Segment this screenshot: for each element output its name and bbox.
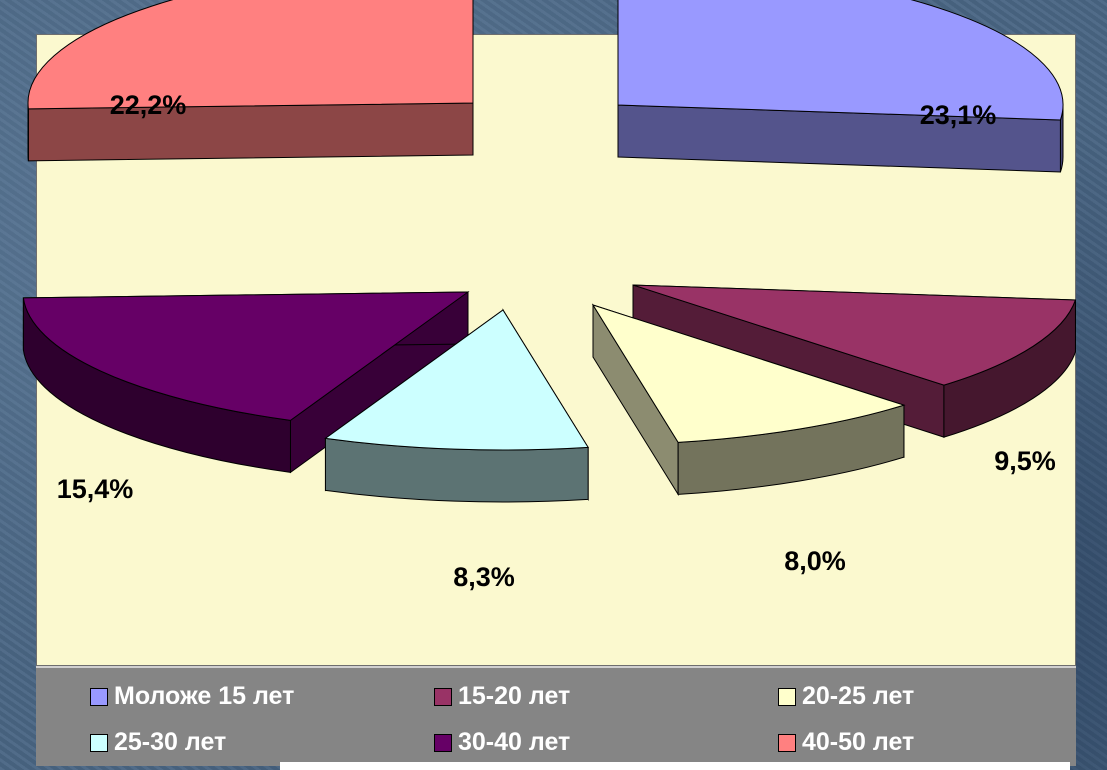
legend-label-4: 25-30 лет — [114, 728, 227, 756]
legend-swatch-2 — [434, 687, 452, 706]
data-label-3: 8,0% — [784, 546, 846, 576]
legend-swatch-5 — [434, 733, 452, 752]
slice-5 — [22, 291, 470, 474]
slice-4-top — [324, 309, 589, 451]
legend-label-5: 30-40 лет — [458, 728, 571, 756]
slice-6-top — [27, 0, 474, 110]
white-strip — [280, 762, 1070, 770]
data-label-5: 15,4% — [57, 474, 134, 504]
legend-label-3: 20-25 лет — [802, 682, 915, 710]
legend-item-2: 15-20 лет — [434, 682, 570, 711]
legend-item-5: 30-40 лет — [434, 728, 570, 757]
data-label-4: 8,3% — [453, 562, 515, 592]
slice-6-wall-start — [27, 102, 474, 162]
legend-swatch-4 — [90, 733, 108, 752]
data-label-6: 22,2% — [110, 90, 187, 120]
legend-item-6: 40-50 лет — [778, 728, 914, 757]
slice-4 — [324, 308, 589, 503]
slice-1-top — [617, 0, 1064, 121]
slice-2-top — [632, 284, 1077, 386]
slice-6 — [27, 0, 474, 162]
slice-1 — [617, 0, 1064, 173]
slice-3 — [591, 303, 906, 497]
legend-item-4: 25-30 лет — [90, 728, 226, 757]
legend-swatch-3 — [778, 687, 796, 706]
legend: Моложе 15 лет 15-20 лет 20-25 лет 25-30 лет… — [36, 666, 1076, 766]
legend-label-2: 15-20 лет — [458, 682, 571, 710]
legend-item-1: Моложе 15 лет — [90, 682, 294, 711]
data-label-2: 9,5% — [994, 446, 1056, 476]
legend-item-3: 20-25 лет — [778, 682, 914, 711]
slice-3-top — [591, 304, 906, 443]
legend-swatch-1 — [90, 687, 108, 706]
slice-5-top — [22, 291, 470, 421]
legend-swatch-6 — [778, 733, 796, 752]
legend-label-6: 40-50 лет — [802, 728, 915, 756]
legend-label-1: Моложе 15 лет — [114, 682, 295, 710]
data-label-1: 23,1% — [920, 100, 997, 130]
